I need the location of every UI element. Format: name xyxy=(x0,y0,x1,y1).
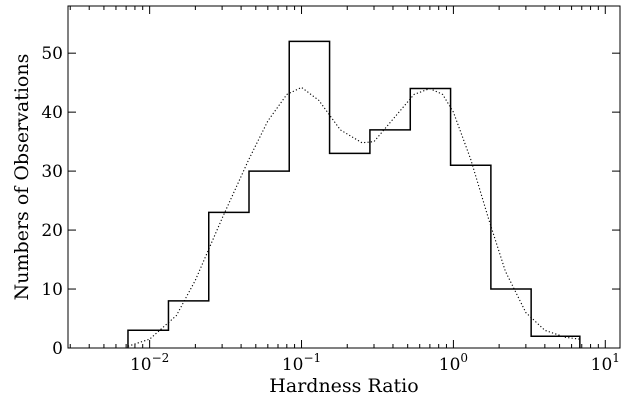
y-tick-label: 50 xyxy=(41,44,63,64)
x-tick-label: 10−2 xyxy=(130,351,169,375)
histogram-bin xyxy=(249,171,289,348)
fit-curve-series xyxy=(127,86,580,347)
x-tick-label: 100 xyxy=(439,351,468,375)
histogram-bin xyxy=(370,130,410,348)
histogram-bin xyxy=(289,41,329,348)
histogram-bin xyxy=(491,289,531,348)
histogram-bin xyxy=(410,89,450,348)
histogram-bin xyxy=(451,165,491,348)
y-tick-label: 30 xyxy=(41,162,63,182)
histogram-bin xyxy=(168,301,208,348)
x-tick-label: 10−1 xyxy=(282,351,321,375)
y-axis-ticks: 0 10 20 30 40 50 xyxy=(41,44,620,359)
histogram-bin xyxy=(330,153,370,348)
histogram-outline xyxy=(127,40,581,348)
histogram-bin xyxy=(209,212,249,348)
y-axis-label: Numbers of Observations xyxy=(11,54,33,301)
plot-frame xyxy=(67,5,621,349)
y-tick-label: 40 xyxy=(41,103,63,123)
y-tick-label: 10 xyxy=(41,280,63,300)
plot-content xyxy=(127,40,581,348)
x-axis-label: Hardness Ratio xyxy=(269,375,418,397)
x-axis-ticks: 10−2 10−1 100 101 xyxy=(69,6,620,375)
y-tick-label: 0 xyxy=(52,339,63,359)
x-tick-label: 101 xyxy=(591,351,620,375)
y-tick-label: 20 xyxy=(41,221,63,241)
